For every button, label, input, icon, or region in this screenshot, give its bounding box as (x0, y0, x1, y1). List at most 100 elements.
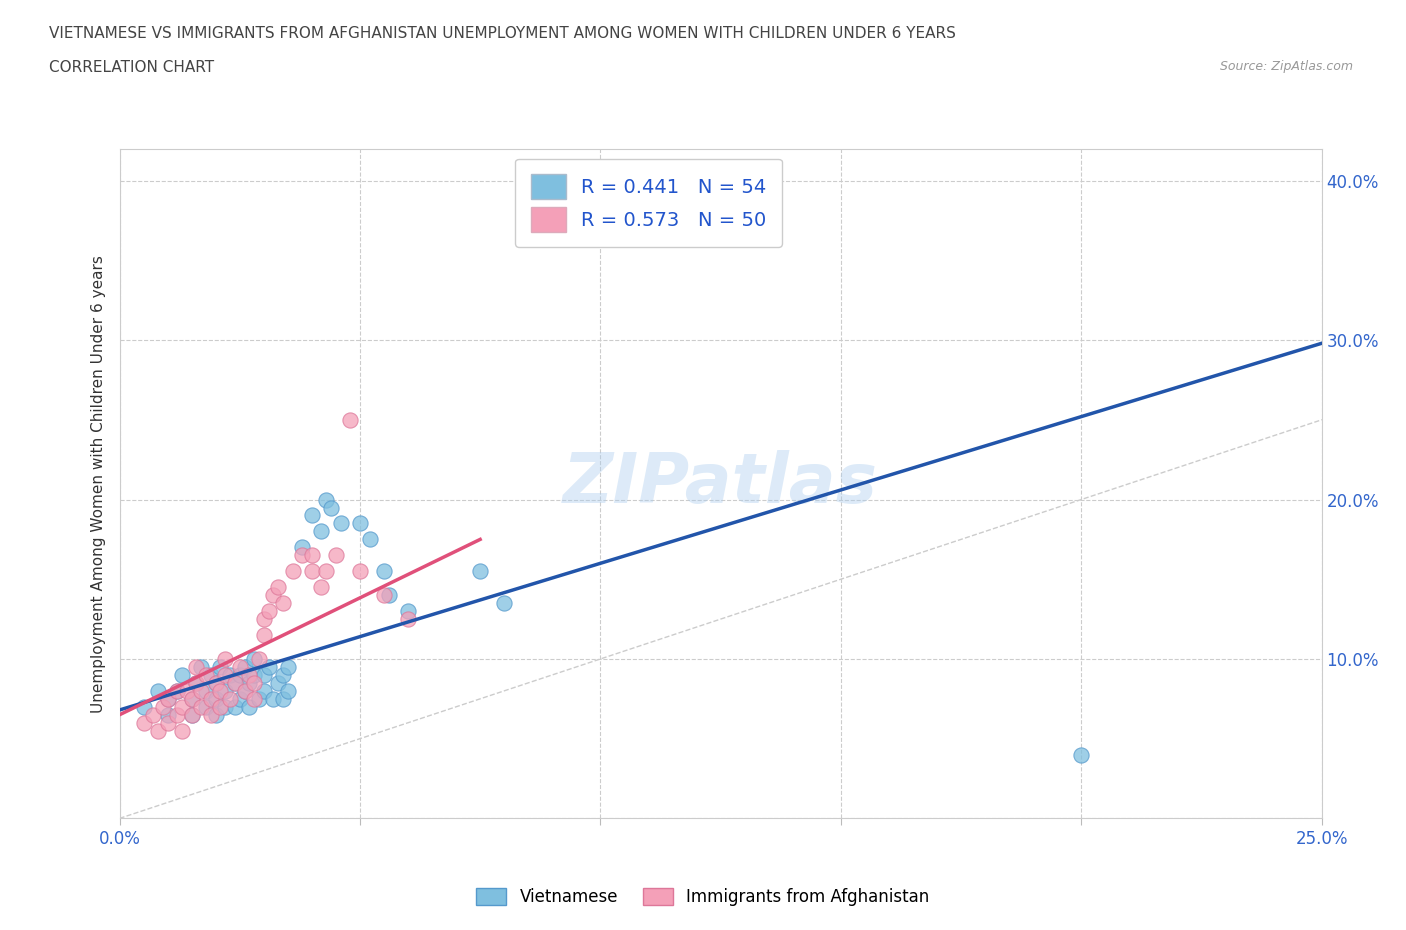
Point (301, 564, 323, 578)
Legend: R = 0.441   N = 54, R = 0.573   N = 50: R = 0.441 N = 54, R = 0.573 N = 50 (515, 158, 782, 247)
Point (277, 659, 299, 674)
Point (170, 699, 193, 714)
Point (267, 579, 290, 594)
Point (166, 708, 188, 723)
Point (233, 684, 256, 698)
Point (243, 691, 266, 706)
Point (219, 668, 242, 683)
Point (190, 684, 212, 698)
Point (311, 524, 333, 538)
Point (132, 715, 155, 730)
Point (233, 684, 256, 698)
Point (146, 684, 169, 698)
Point (253, 628, 276, 643)
Text: CORRELATION CHART: CORRELATION CHART (49, 60, 214, 75)
Point (228, 691, 252, 706)
Point (301, 508, 323, 523)
Point (200, 691, 222, 706)
Point (209, 684, 232, 698)
Point (195, 668, 218, 683)
Point (170, 724, 193, 738)
Point (228, 659, 252, 674)
Point (146, 724, 169, 738)
Text: Source: ZipAtlas.com: Source: ZipAtlas.com (1219, 60, 1353, 73)
Point (180, 708, 202, 723)
Point (349, 564, 371, 578)
Point (329, 516, 352, 531)
Point (247, 691, 270, 706)
Point (204, 691, 226, 706)
Point (214, 684, 236, 698)
Point (209, 699, 232, 714)
Point (233, 659, 256, 674)
Point (156, 691, 179, 706)
Point (224, 675, 246, 690)
Point (373, 588, 395, 603)
Point (319, 500, 342, 515)
Point (142, 708, 165, 723)
Point (359, 532, 381, 547)
Point (180, 708, 202, 723)
Point (224, 699, 246, 714)
Point (253, 684, 276, 698)
Point (253, 668, 276, 683)
Y-axis label: Unemployment Among Women with Children Under 6 years: Unemployment Among Women with Children U… (91, 255, 107, 712)
Point (494, 596, 516, 611)
Point (468, 564, 492, 578)
Point (291, 548, 314, 563)
Point (243, 675, 266, 690)
Point (373, 564, 395, 578)
Point (180, 691, 202, 706)
Point (247, 652, 270, 667)
Point (224, 675, 246, 690)
Point (267, 675, 290, 690)
Point (180, 691, 202, 706)
Point (186, 675, 208, 690)
Point (238, 699, 260, 714)
Point (277, 684, 299, 698)
Point (204, 675, 226, 690)
Point (271, 668, 294, 683)
Point (156, 715, 179, 730)
Point (311, 579, 333, 594)
Point (190, 659, 212, 674)
Point (339, 412, 361, 427)
Point (396, 612, 419, 627)
Point (301, 548, 323, 563)
Point (257, 604, 280, 618)
Point (1070, 747, 1092, 762)
Point (243, 668, 266, 683)
Text: ZIPatlas: ZIPatlas (562, 450, 879, 517)
Point (228, 668, 252, 683)
Point (214, 699, 236, 714)
Point (325, 548, 347, 563)
Point (396, 604, 419, 618)
Point (281, 564, 304, 578)
Point (190, 699, 212, 714)
Point (186, 675, 208, 690)
Point (200, 668, 222, 683)
Point (156, 708, 179, 723)
Point (238, 675, 260, 690)
Point (209, 659, 232, 674)
Point (349, 516, 371, 531)
Point (271, 691, 294, 706)
Point (156, 691, 179, 706)
Point (214, 652, 236, 667)
Point (166, 684, 188, 698)
Point (262, 588, 284, 603)
Point (315, 564, 337, 578)
Point (200, 708, 222, 723)
Point (271, 596, 294, 611)
Point (253, 612, 276, 627)
Point (219, 691, 242, 706)
Point (195, 699, 218, 714)
Point (132, 699, 155, 714)
Point (152, 699, 174, 714)
Point (170, 668, 193, 683)
Point (204, 708, 226, 723)
Legend: Vietnamese, Immigrants from Afghanistan: Vietnamese, Immigrants from Afghanistan (470, 881, 936, 912)
Point (204, 675, 226, 690)
Point (262, 691, 284, 706)
Point (176, 684, 198, 698)
